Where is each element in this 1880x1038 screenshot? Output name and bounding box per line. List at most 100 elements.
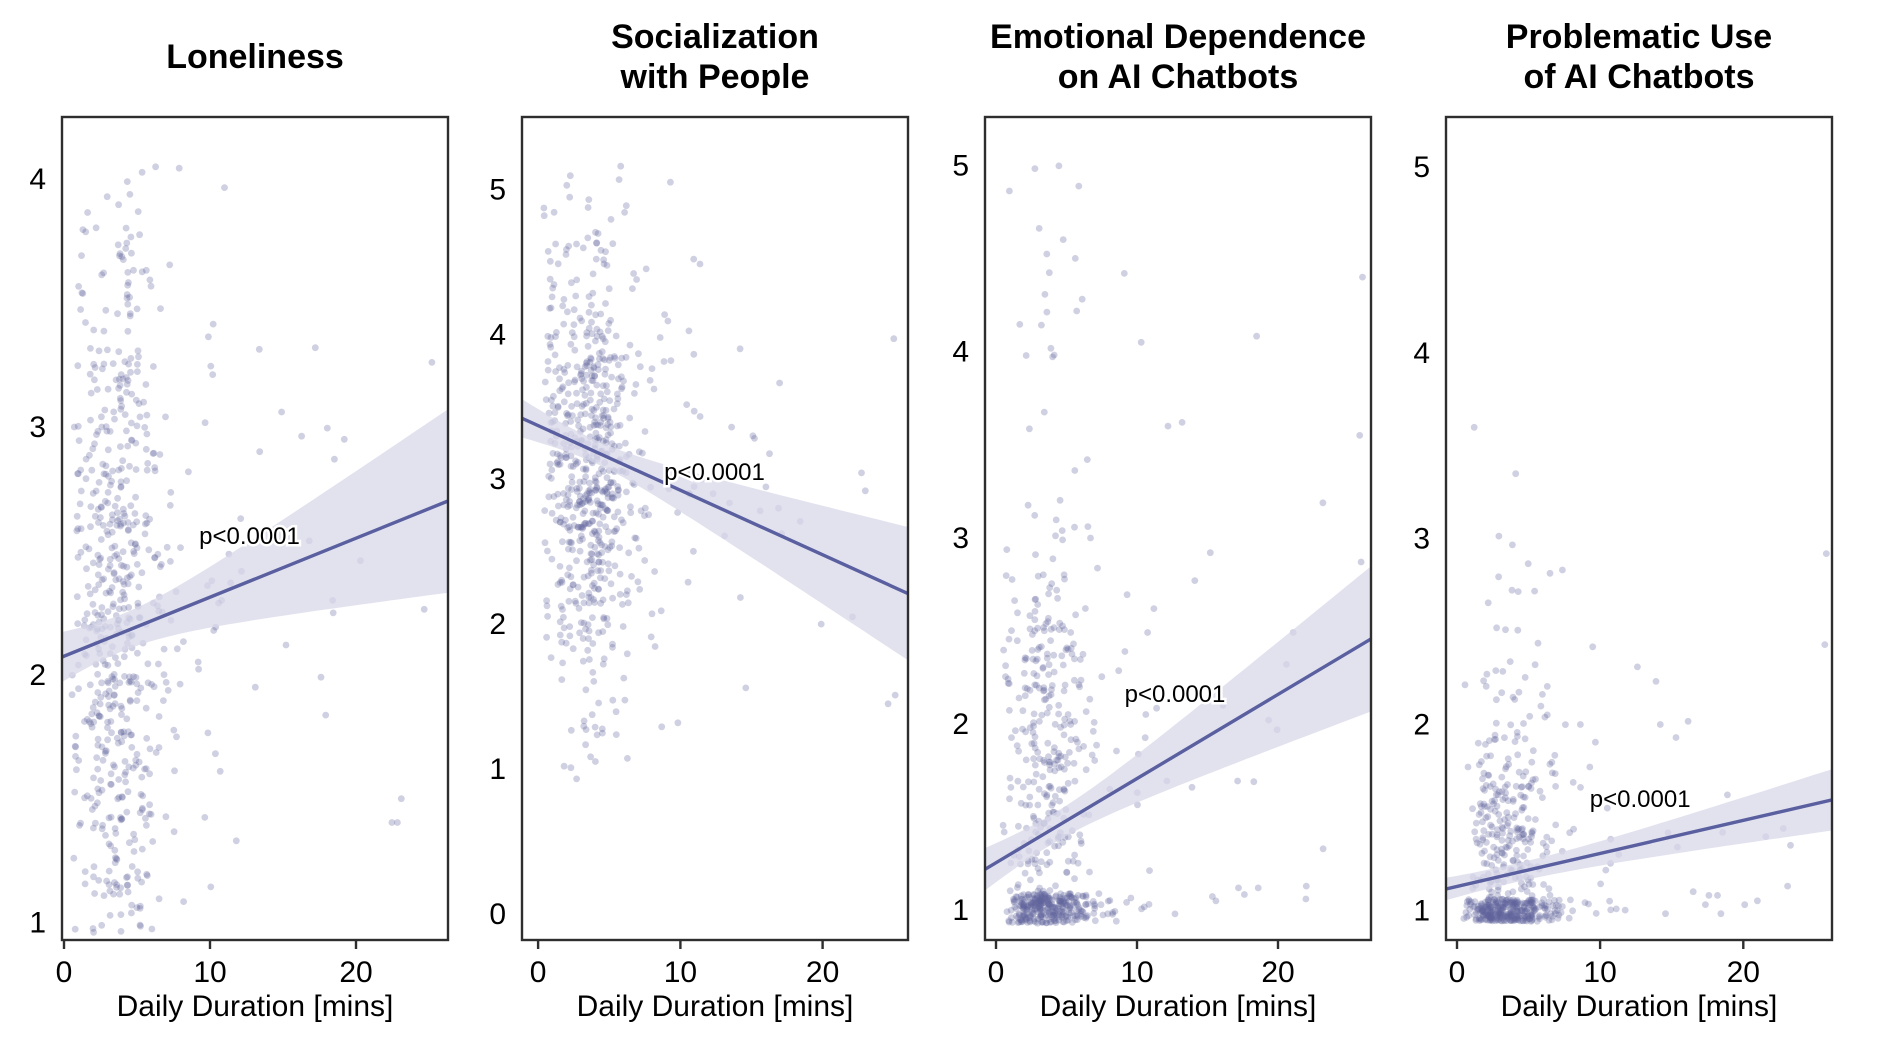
- data-point: [576, 484, 583, 492]
- data-point: [1495, 573, 1502, 581]
- data-point: [155, 895, 163, 903]
- data-point: [1045, 269, 1053, 277]
- data-point: [1037, 900, 1045, 908]
- data-point: [1521, 794, 1529, 801]
- data-point: [556, 563, 564, 570]
- data-point: [1523, 906, 1531, 913]
- data-point: [565, 597, 573, 605]
- data-point: [1033, 901, 1041, 908]
- data-point: [1038, 904, 1046, 911]
- data-point: [595, 470, 603, 478]
- data-point: [114, 310, 121, 318]
- data-point: [1526, 712, 1534, 720]
- data-point: [1043, 849, 1051, 857]
- data-point: [1492, 898, 1500, 906]
- data-point: [664, 317, 672, 325]
- data-point: [587, 389, 595, 397]
- data-point: [212, 750, 219, 758]
- data-point: [1020, 911, 1028, 919]
- data-point: [125, 360, 132, 368]
- data-point: [148, 925, 156, 933]
- plot-frame: [520, 115, 910, 942]
- data-point: [123, 388, 130, 396]
- data-point: [1513, 899, 1521, 907]
- data-point: [573, 557, 580, 565]
- data-point: [116, 250, 124, 258]
- data-point: [1024, 860, 1032, 868]
- data-point: [596, 434, 603, 441]
- data-point: [650, 385, 658, 393]
- data-point: [1109, 911, 1116, 918]
- data-point: [690, 547, 697, 555]
- data-point: [162, 413, 169, 421]
- data-point: [118, 815, 126, 823]
- data-point: [1482, 915, 1490, 923]
- data-point: [1036, 902, 1044, 909]
- data-point: [667, 357, 675, 364]
- panel-title-line2: on AI Chatbots: [1057, 58, 1299, 96]
- data-point: [1493, 903, 1501, 911]
- data-point: [1539, 839, 1547, 847]
- data-point: [1043, 861, 1051, 869]
- data-point: [119, 578, 127, 585]
- data-point: [1504, 896, 1512, 903]
- y-tick-label: 5: [489, 173, 506, 206]
- data-point: [607, 580, 615, 588]
- data-point: [1066, 903, 1074, 911]
- data-point: [588, 517, 596, 525]
- data-point: [1478, 849, 1486, 857]
- data-point: [1044, 904, 1052, 912]
- panel-title-line1: Loneliness: [166, 37, 344, 76]
- data-point: [1044, 897, 1052, 905]
- data-point: [595, 527, 603, 535]
- data-point: [884, 700, 892, 708]
- plot-area: [522, 162, 908, 783]
- data-point: [1545, 916, 1553, 924]
- data-point: [1507, 827, 1515, 835]
- data-point: [87, 345, 94, 352]
- data-point: [146, 770, 154, 778]
- data-point: [605, 285, 613, 293]
- data-point: [1032, 657, 1040, 665]
- data-point: [571, 376, 579, 384]
- data-point: [1077, 910, 1085, 918]
- x-tick-label: 0: [988, 956, 1005, 989]
- data-point: [605, 356, 613, 364]
- data-point: [1489, 911, 1496, 919]
- data-point: [111, 683, 119, 690]
- data-point: [105, 693, 112, 700]
- data-point: [164, 687, 172, 694]
- data-point: [1031, 900, 1039, 907]
- data-point: [1039, 664, 1047, 671]
- data-point: [1073, 907, 1080, 915]
- data-point: [73, 593, 81, 601]
- data-point: [556, 518, 564, 526]
- data-point: [1138, 905, 1145, 913]
- data-point: [1031, 891, 1038, 899]
- data-point: [1523, 908, 1530, 915]
- data-point: [111, 502, 119, 510]
- data-point: [1067, 629, 1075, 636]
- data-point: [1504, 797, 1512, 805]
- data-point: [77, 306, 84, 313]
- data-point: [568, 478, 576, 486]
- data-point: [1492, 902, 1500, 909]
- data-point: [1477, 916, 1485, 924]
- data-point: [1047, 637, 1054, 644]
- data-point: [1714, 892, 1721, 899]
- data-point: [573, 276, 581, 284]
- data-point: [94, 612, 102, 619]
- data-point: [566, 172, 574, 180]
- data-point: [1501, 917, 1508, 925]
- data-point: [607, 423, 615, 431]
- data-point: [1026, 612, 1034, 620]
- data-point: [999, 821, 1007, 829]
- data-point: [555, 502, 562, 510]
- data-point: [595, 629, 602, 637]
- data-point: [1546, 760, 1554, 768]
- panel-title-line2: with People: [620, 58, 810, 96]
- data-point: [1499, 895, 1506, 903]
- data-point: [591, 477, 599, 485]
- data-point: [1045, 692, 1053, 700]
- data-point: [89, 600, 97, 608]
